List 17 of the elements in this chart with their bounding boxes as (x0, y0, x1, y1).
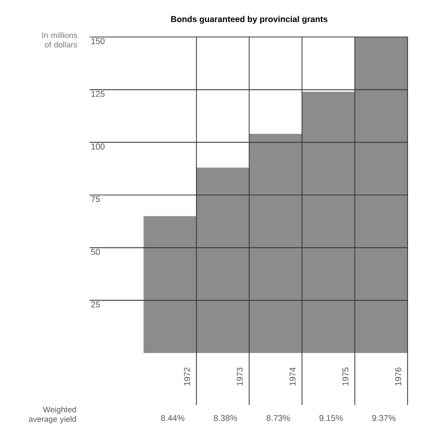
text: 8.38% (214, 415, 238, 421)
x-tick-label: 1973 (236, 368, 243, 386)
y-tick-label: 25 (91, 302, 100, 308)
y-tick-label: 100 (91, 144, 105, 150)
y-tick-label: 125 (91, 90, 105, 97)
text: 8.73% (266, 415, 290, 421)
x-tick-label: 1975 (342, 368, 348, 386)
text: 9.15% (319, 415, 343, 421)
chart-title: Bonds guaranteed by provincial grants (171, 16, 328, 24)
y-tick-label: 150 (91, 38, 105, 44)
text: 8.44% (161, 415, 184, 421)
y-tick-label: 75 (91, 196, 100, 202)
x-tick-label: 1972 (184, 368, 190, 386)
x-tick-label: 1976 (395, 368, 402, 386)
text: 9.37% (372, 415, 396, 421)
x-tick-label: 1974 (290, 367, 296, 386)
y-tick-label: 50 (91, 248, 100, 255)
